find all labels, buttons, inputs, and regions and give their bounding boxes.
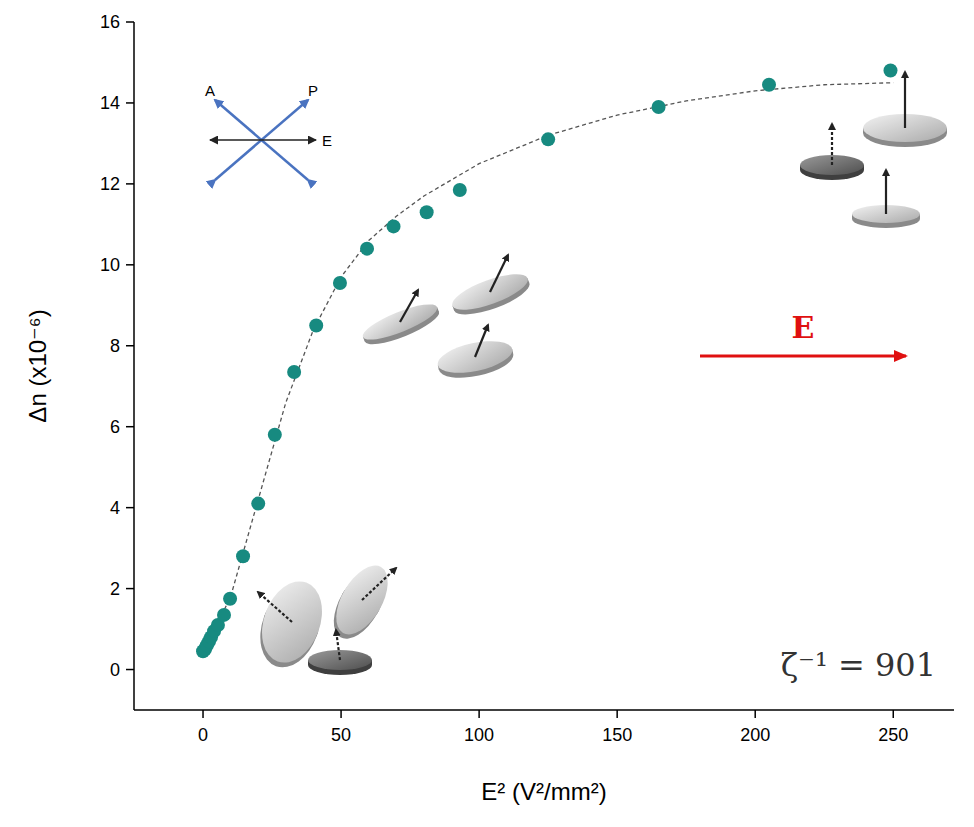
disc bbox=[852, 170, 920, 228]
x-tick-label: 100 bbox=[464, 725, 494, 745]
data-point bbox=[251, 497, 265, 511]
data-point bbox=[217, 608, 231, 622]
y-tick bbox=[126, 183, 134, 185]
polarizer-symbol: A P E bbox=[205, 82, 332, 180]
disc bbox=[308, 630, 372, 675]
y-tick-label: 0 bbox=[110, 660, 120, 680]
x-tick-label: 150 bbox=[602, 725, 632, 745]
y-axis-title: Δn (x10⁻⁶) bbox=[24, 309, 51, 422]
x-tick-label: 250 bbox=[878, 725, 908, 745]
data-point bbox=[309, 319, 323, 333]
y-tick-label: 8 bbox=[110, 336, 120, 356]
y-tick bbox=[126, 21, 134, 23]
x-tick-label: 0 bbox=[198, 725, 208, 745]
field-direction-label: E bbox=[322, 132, 332, 149]
y-tick bbox=[126, 588, 134, 590]
y-tick-label: 14 bbox=[100, 93, 120, 113]
disc-illustrations bbox=[250, 72, 947, 676]
axes: 0 2 4 6 8 10 12 14 16 0 50 100 150 200 250 bbox=[100, 12, 954, 745]
y-tick-label: 6 bbox=[110, 417, 120, 437]
data-point bbox=[236, 549, 250, 563]
field-label: E bbox=[792, 310, 815, 345]
x-tick-label: 50 bbox=[331, 725, 351, 745]
y-tick bbox=[126, 264, 134, 266]
data-point bbox=[762, 78, 776, 92]
analyzer-label: A bbox=[205, 82, 215, 99]
y-tick-label: 16 bbox=[100, 12, 120, 32]
data-point bbox=[360, 242, 374, 256]
data-point bbox=[420, 205, 434, 219]
parameter-annotation: ζ⁻¹ = 901 bbox=[781, 646, 936, 684]
data-point bbox=[652, 100, 666, 114]
field-axis bbox=[210, 139, 316, 141]
disc bbox=[800, 124, 864, 180]
data-point bbox=[268, 428, 282, 442]
y-tick bbox=[126, 102, 134, 104]
x-tick bbox=[340, 710, 342, 718]
disc bbox=[323, 557, 398, 647]
data-point bbox=[223, 592, 237, 606]
x-axis-line bbox=[134, 709, 954, 711]
y-tick-label: 2 bbox=[110, 579, 120, 599]
y-tick-label: 4 bbox=[110, 498, 120, 518]
disc bbox=[435, 325, 516, 383]
data-point bbox=[287, 365, 301, 379]
x-tick bbox=[202, 710, 204, 718]
data-point bbox=[541, 132, 555, 146]
y-tick bbox=[126, 345, 134, 347]
disc bbox=[448, 255, 533, 322]
y-tick bbox=[126, 426, 134, 428]
fit-line bbox=[203, 83, 893, 654]
y-axis-line bbox=[133, 22, 135, 710]
y-tick-label: 12 bbox=[100, 174, 120, 194]
plot-data bbox=[196, 64, 897, 659]
data-point bbox=[453, 183, 467, 197]
y-tick bbox=[126, 507, 134, 509]
y-tick-label: 10 bbox=[100, 255, 120, 275]
data-point bbox=[387, 219, 401, 233]
x-tick bbox=[478, 710, 480, 718]
x-axis-title: E² (V²/mm²) bbox=[481, 778, 606, 805]
x-tick bbox=[754, 710, 756, 718]
polarizer-label: P bbox=[308, 82, 318, 99]
chart: 0 2 4 6 8 10 12 14 16 0 50 100 150 200 250 E² (V²/mm²) Δ… bbox=[0, 0, 974, 827]
x-tick bbox=[893, 710, 895, 718]
data-point bbox=[333, 276, 347, 290]
disc bbox=[359, 290, 443, 351]
field-arrow bbox=[700, 355, 906, 358]
x-tick-label: 200 bbox=[740, 725, 770, 745]
y-tick bbox=[126, 669, 134, 671]
x-tick bbox=[616, 710, 618, 718]
data-point bbox=[883, 64, 897, 78]
